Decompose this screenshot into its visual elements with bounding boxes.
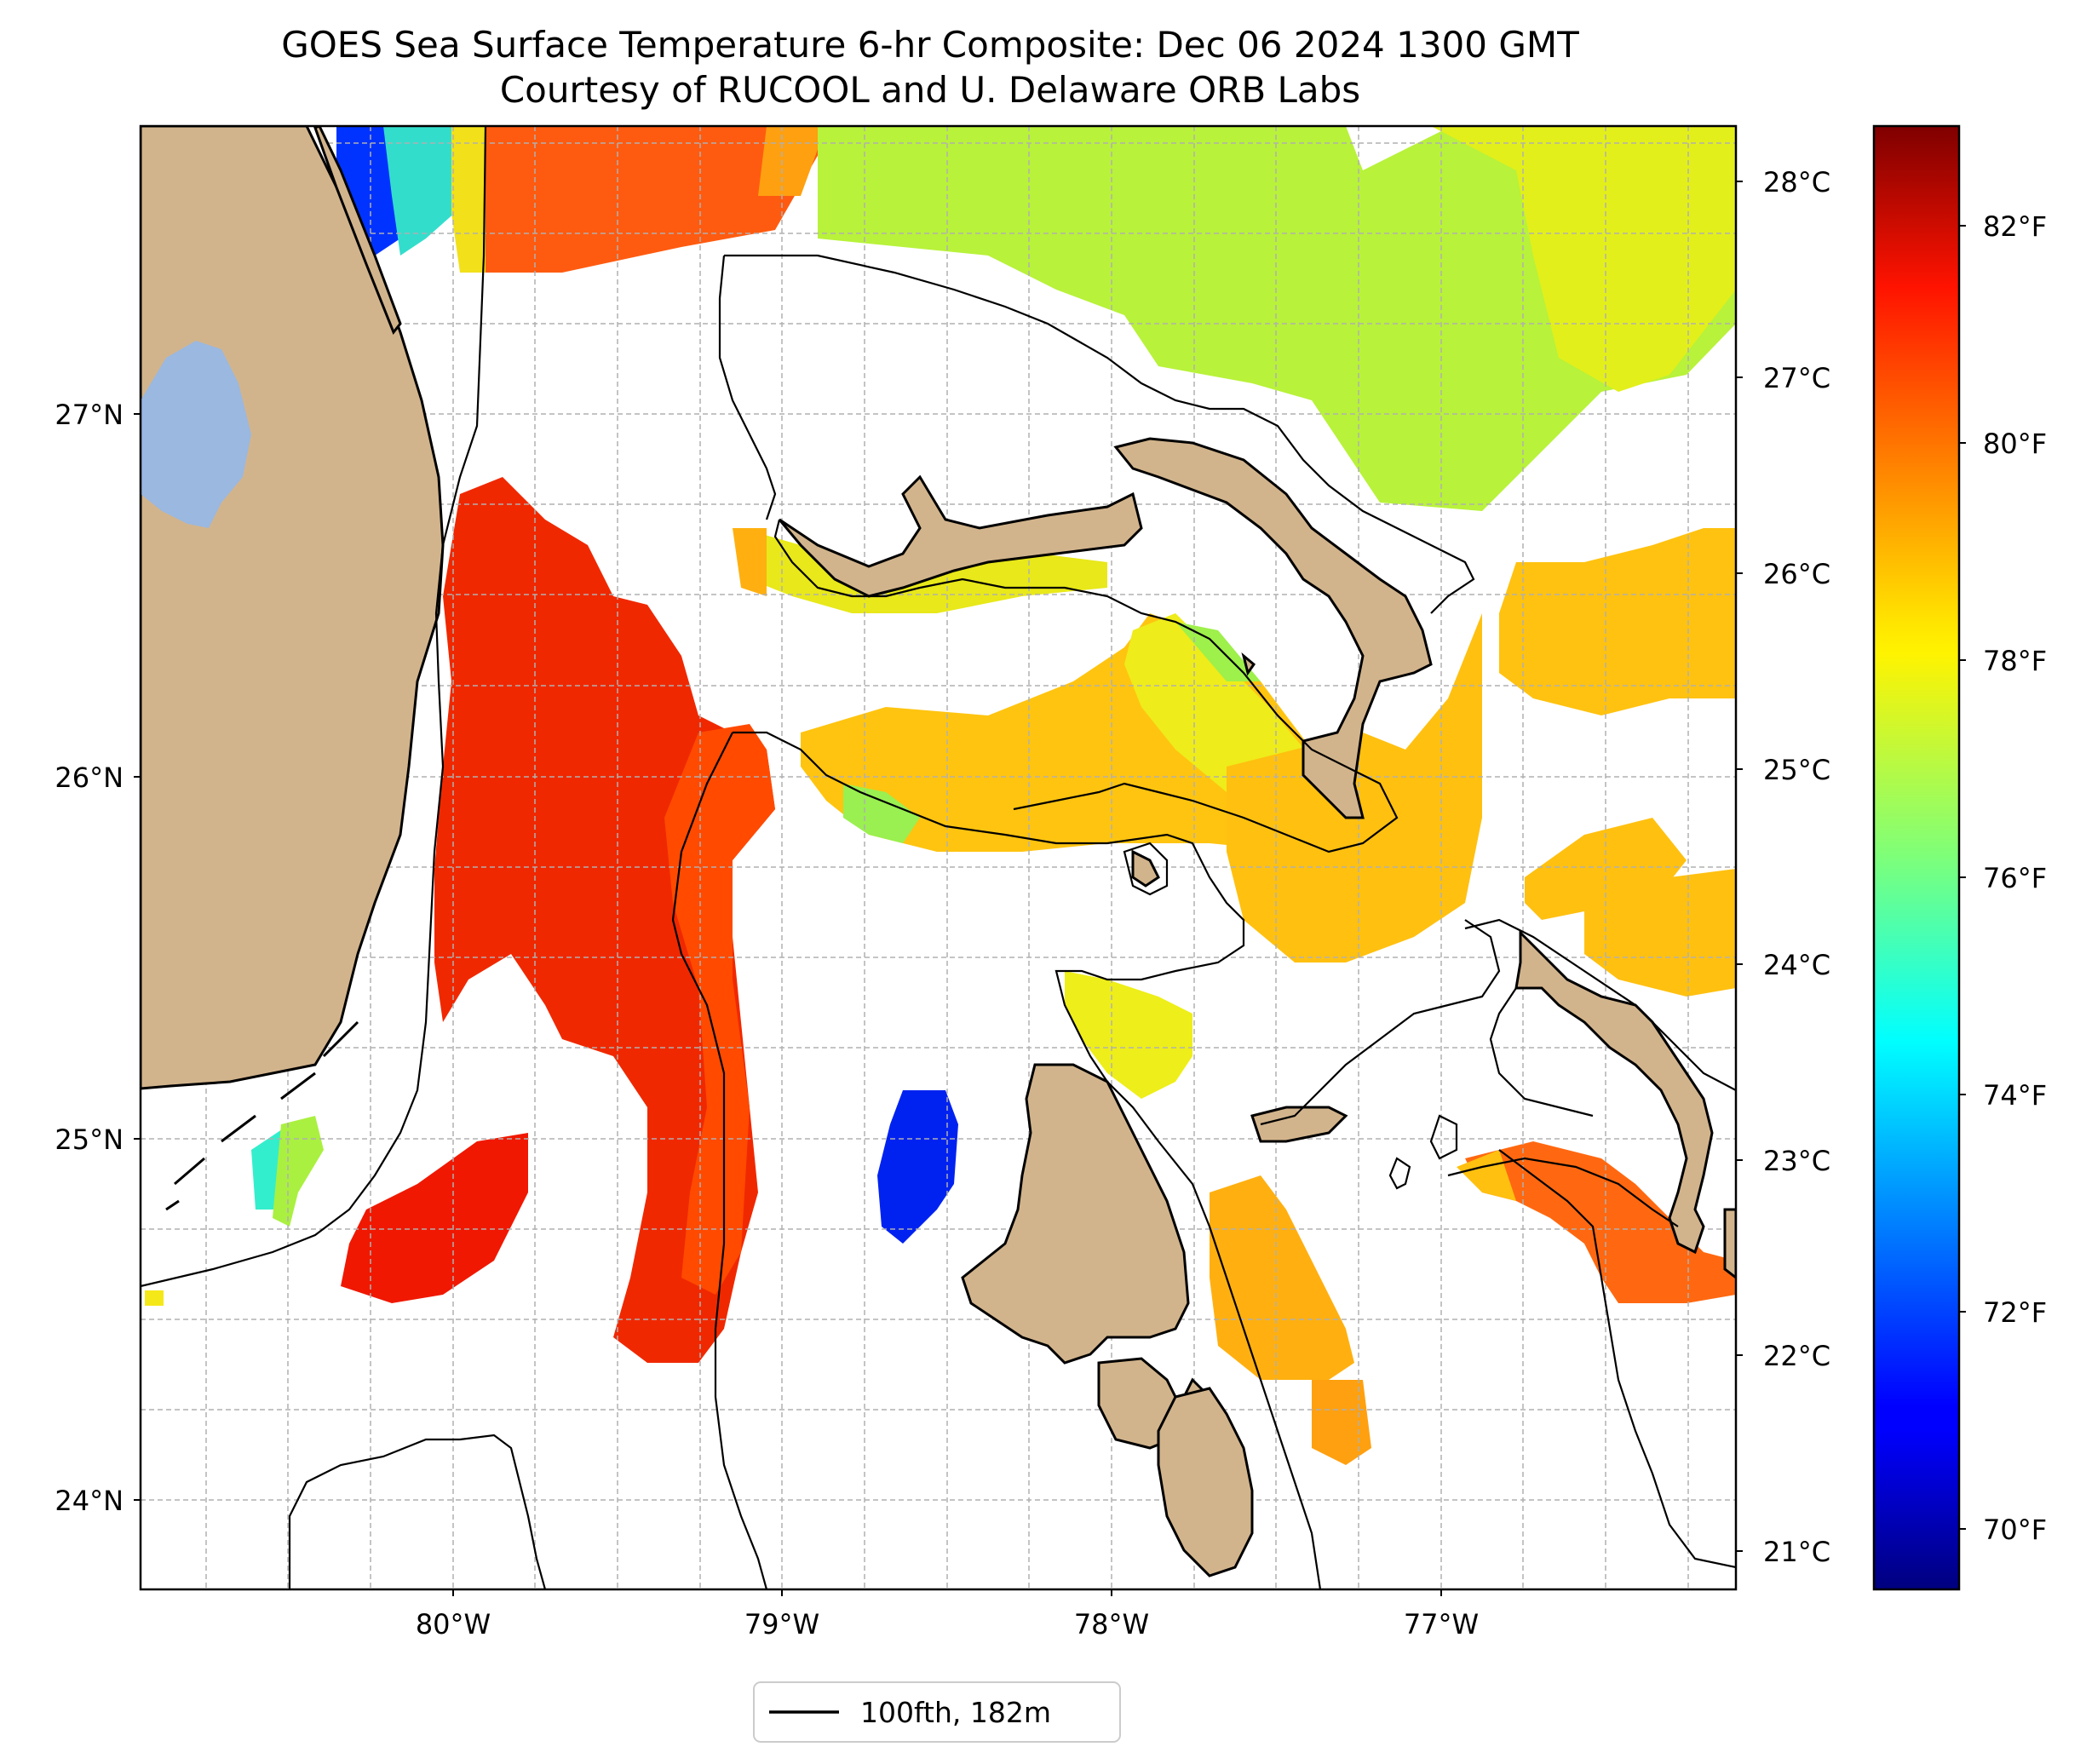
sst-patch-north-cyan [383, 126, 464, 256]
lat-tick-label: 27°N [55, 399, 124, 431]
bathymetry-contours [141, 126, 1736, 1589]
sst-patch-florida-keys-red [341, 1133, 528, 1303]
colorbar-tick-label: 80°F [1983, 428, 2047, 460]
contour-little-bahama-west [718, 255, 777, 520]
celsius-tick-label: 25°C [1763, 754, 1830, 786]
florida-keys-chain [165, 1020, 359, 1211]
contour-small-loop-1 [1429, 1114, 1458, 1160]
sst-patch-grand-bahama-orange [733, 528, 767, 596]
sst-patch-gulf-stream-east [664, 724, 775, 1295]
sst-patch-central-band-green [1175, 622, 1261, 681]
contour-exuma-sound [1498, 1149, 1736, 1569]
sst-patch-south-yellow [145, 1290, 164, 1306]
abaco-small [1241, 652, 1256, 676]
sst-patch-north-orange [486, 126, 835, 273]
contour-far-east [1260, 919, 1501, 1126]
celsius-axis: 28°C 27°C 26°C 25°C 24°C 23°C 22°C 21°C [1736, 166, 1830, 1568]
contour-exuma-west [1489, 987, 1594, 1118]
contour-grand-bahama-island-loop [1123, 842, 1169, 896]
colorbar-tick-label: 72°F [1983, 1296, 2047, 1329]
map-frame [139, 124, 1738, 1591]
colorbar-tick-label: 82°F [1983, 210, 2047, 243]
sst-patch-east-mid2 [1584, 869, 1736, 997]
new-providence [1250, 1106, 1348, 1143]
sst-patch-gulf-stream [434, 477, 775, 1363]
colorbar-tick-label: 78°F [1983, 645, 2047, 677]
sst-patch-central-green-west [843, 784, 920, 843]
lat-tick-label: 24°N [55, 1485, 124, 1517]
map-panel [141, 126, 1736, 1589]
celsius-tick-label: 27°C [1763, 362, 1830, 394]
colorbar-tick-label: 70°F [1983, 1514, 2047, 1546]
contour-eleuthera-outer [1464, 918, 1736, 1091]
abaco-island [1113, 437, 1433, 819]
celsius-tick-label: 24°C [1763, 949, 1830, 981]
celsius-tick-label: 21°C [1763, 1536, 1830, 1568]
sst-patch-southeast-orange [1465, 1141, 1736, 1303]
contour-north-little-bahama [724, 254, 1475, 614]
lon-tick-label: 80°W [416, 1608, 491, 1640]
sst-patch-exuma-south [1312, 1380, 1371, 1465]
title-line-2: Courtesy of RUCOOL and U. Delaware ORB L… [500, 69, 1360, 111]
sst-patch-northeast-yellow [1431, 126, 1736, 392]
lake-okeechobee [141, 341, 251, 528]
legend: 100fth, 182m [753, 1681, 1121, 1743]
sst-patch-tongue-yellow [1065, 971, 1192, 1099]
title-line-1: GOES Sea Surface Temperature 6-hr Compos… [281, 24, 1579, 66]
sst-patch-northeast-green [818, 126, 1736, 511]
florida-east-barrier [313, 126, 402, 335]
contour-nw-bahama-bank [773, 519, 1399, 853]
eleuthera-island [1514, 929, 1714, 1255]
land [141, 126, 1736, 1577]
legend-box [753, 1681, 1121, 1743]
cat-island [1723, 1208, 1736, 1279]
grand-bahama-island [778, 474, 1143, 598]
colorbar-tick-label: 76°F [1983, 862, 2047, 894]
celsius-tick-label: 26°C [1763, 558, 1830, 590]
contour-florida-shelf [141, 126, 487, 1288]
contour-exuma-chain [1447, 1157, 1679, 1227]
contour-little-bahama [733, 731, 1322, 1589]
andros-south2 [1157, 1387, 1254, 1577]
colorbar: 82°F 80°F 78°F 76°F 74°F 72°F 70°F [1872, 124, 2047, 1591]
contour-cay-sal [288, 1434, 547, 1589]
celsius-tick-label: 22°C [1763, 1340, 1830, 1372]
contour-small-loop-2 [1388, 1157, 1411, 1190]
lon-tick-label: 77°W [1404, 1608, 1479, 1640]
sst-patch-exuma-west [1210, 1175, 1354, 1380]
lat-tick-label: 25°N [55, 1123, 124, 1156]
celsius-tick-label: 23°C [1763, 1145, 1830, 1177]
lat-tick-label: 26°N [55, 761, 124, 794]
colorbar-tick-label: 74°F [1983, 1079, 2047, 1112]
legend-label: 100fth, 182m [860, 1696, 1051, 1729]
celsius-tick-label: 28°C [1763, 166, 1830, 198]
sst-patch-cold-eddy [877, 1090, 958, 1244]
lon-tick-label: 78°W [1074, 1608, 1149, 1640]
sst-patch-keys-green [273, 1116, 324, 1227]
longitude-axis: 80°W 79°W 78°W 77°W [416, 1589, 1479, 1640]
contour-gulf-stream-east [671, 732, 768, 1589]
colorbar-gradient [1872, 124, 1961, 1591]
andros-island [961, 1063, 1190, 1365]
lon-tick-label: 79°W [744, 1608, 819, 1640]
sst-patch-far-east-orange [1499, 528, 1736, 715]
berry-islands [1131, 849, 1160, 888]
latitude-axis: 27°N 26°N 25°N 24°N [55, 399, 141, 1517]
